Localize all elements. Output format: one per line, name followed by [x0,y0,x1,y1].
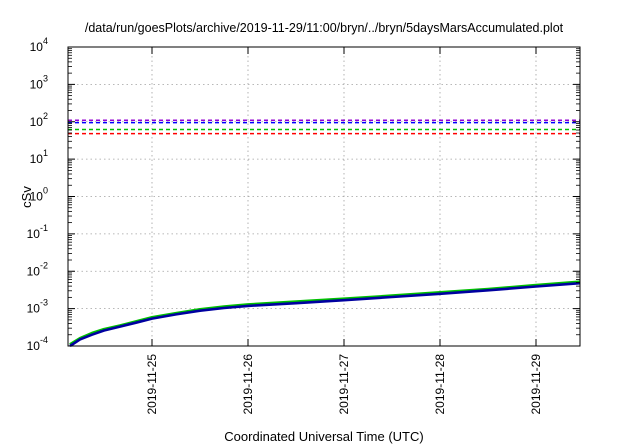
y-tick-exponent: 2 [43,111,48,121]
reference-lines [68,119,580,135]
x-tick-label: 2019-11-29 [529,354,543,415]
y-tick-exponent: -2 [40,260,48,270]
y-tick-exponent: 4 [43,36,48,46]
series-line [69,281,581,348]
x-tick-label: 2019-11-25 [145,354,159,415]
y-tick-exponent: -3 [40,298,48,308]
y-tick-exponent: 0 [43,186,48,196]
x-tick-label: 2019-11-27 [337,354,351,415]
series-lines [69,280,581,348]
x-axis-ticks: 2019-11-25 2019-11-26 2019-11-27 2019-11-28… [145,47,543,415]
grid [68,47,580,346]
x-axis-label: Coordinated Universal Time (UTC) [224,429,423,444]
y-tick-exponent: 1 [43,148,48,158]
x-tick-label: 2019-11-26 [241,354,255,415]
x-tick-label: 2019-11-28 [433,354,447,415]
y-tick-exponent: -4 [40,335,48,345]
y-tick-exponent: 3 [43,73,48,83]
y-axis-label: cSv [19,186,34,208]
chart-title: /data/run/goesPlots/archive/2019-11-29/1… [85,21,564,35]
y-tick-exponent: -1 [40,223,48,233]
